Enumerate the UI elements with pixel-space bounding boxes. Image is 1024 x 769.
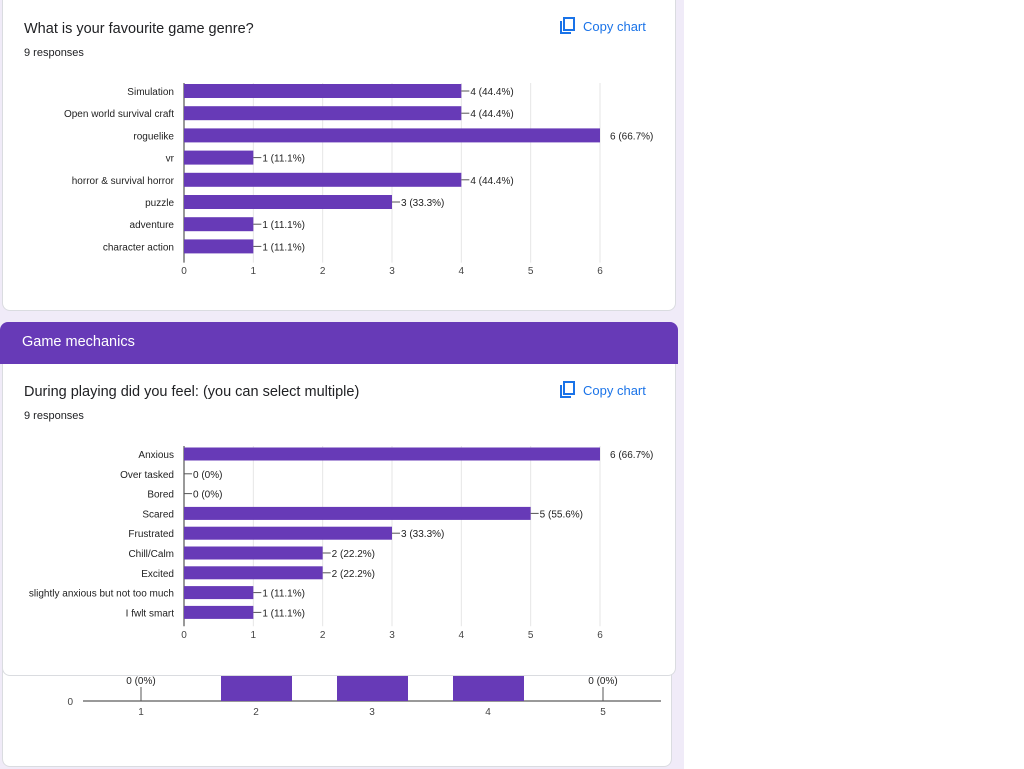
bar[interactable] — [184, 546, 323, 560]
data-label: 2 (22.2%) — [332, 569, 375, 580]
category-label: Simulation — [127, 87, 174, 98]
x-tick-label: 2 — [253, 707, 259, 718]
data-label: 0 (0%) — [588, 676, 617, 687]
category-label: Anxious — [138, 450, 174, 461]
category-label: Over tasked — [120, 470, 174, 481]
copy-chart-label: Copy chart — [583, 382, 646, 398]
x-tick-label: 4 — [459, 266, 465, 277]
x-tick-label: 3 — [389, 630, 395, 641]
bar[interactable] — [184, 150, 254, 165]
x-tick-label: 1 — [138, 707, 144, 718]
x-tick-label: 1 — [251, 266, 257, 277]
category-label: roguelike — [133, 131, 174, 142]
category-label: Open world survival craft — [64, 109, 174, 120]
category-label: Chill/Calm — [128, 549, 174, 560]
section-header: Game mechanics — [0, 322, 678, 364]
genre-bar-chart: 0 1 2 3 4 5 6 Simulation 4 (44.4%) Open world sur… — [64, 83, 653, 277]
data-label: 1 (11.1%) — [262, 242, 305, 253]
x-tick-label: 0 — [181, 266, 187, 277]
question-card-genre: What is your favourite game genre? 9 res… — [2, 0, 676, 311]
x-tick-label: 5 — [528, 630, 534, 641]
category-label: Excited — [141, 569, 174, 580]
data-label: 2 (22.2%) — [332, 549, 375, 560]
data-label: 0 (0%) — [193, 470, 222, 481]
bar[interactable] — [184, 84, 462, 98]
data-label: 1 (11.1%) — [262, 220, 305, 231]
bar[interactable] — [184, 605, 254, 619]
x-tick-label: 2 — [320, 266, 326, 277]
data-label: 0 (0%) — [126, 676, 155, 687]
copy-chart-label: Copy chart — [583, 18, 646, 34]
x-tick-label: 1 — [251, 630, 257, 641]
category-label: character action — [103, 242, 174, 253]
data-label: 6 (66.7%) — [610, 131, 653, 142]
category-label: puzzle — [145, 198, 174, 209]
x-tick-label: 6 — [597, 630, 603, 641]
bar[interactable] — [184, 526, 392, 540]
category-label: vr — [166, 154, 175, 165]
data-label: 5 (55.6%) — [540, 509, 583, 520]
x-tick-label: 2 — [320, 630, 326, 641]
x-tick-label: 0 — [181, 630, 187, 641]
bar[interactable] — [184, 586, 254, 600]
copy-chart-button[interactable]: Copy chart — [559, 381, 646, 399]
bar[interactable] — [184, 217, 254, 232]
x-tick-label: 5 — [528, 266, 534, 277]
category-label: I fwlt smart — [126, 608, 175, 619]
bar[interactable] — [184, 566, 323, 580]
category-label: Bored — [147, 490, 174, 501]
bar[interactable] — [184, 128, 600, 143]
copy-icon — [560, 381, 575, 398]
section-title: Game mechanics — [22, 334, 135, 350]
bar[interactable] — [184, 506, 531, 520]
question-title: What is your favourite game genre? — [24, 21, 254, 37]
question-card-feelings: During playing did you feel: (you can se… — [2, 340, 676, 676]
bar[interactable] — [184, 239, 254, 254]
x-tick-label: 3 — [369, 707, 375, 718]
data-label: 1 (11.1%) — [262, 589, 305, 600]
copy-icon — [560, 17, 575, 34]
x-tick-label: 6 — [597, 266, 603, 277]
response-count: 9 responses — [24, 47, 84, 59]
category-label: horror & survival horror — [72, 176, 175, 187]
data-label: 4 (44.4%) — [470, 87, 513, 98]
bar[interactable] — [184, 195, 392, 209]
data-label: 4 (44.4%) — [470, 176, 513, 187]
category-label: slightly anxious but not too much — [29, 589, 174, 600]
question-title: During playing did you feel: (you can se… — [24, 384, 360, 400]
feelings-bar-chart: 0 1 2 3 4 5 6 Anxious 6 (66.7%) Over tasked 0 (0%)… — [29, 446, 653, 641]
copy-chart-button[interactable]: Copy chart — [559, 17, 646, 35]
data-label: 1 (11.1%) — [262, 154, 305, 165]
bar[interactable] — [184, 106, 462, 121]
x-tick-label: 4 — [459, 630, 465, 641]
data-label: 1 (11.1%) — [262, 608, 305, 619]
category-label: Frustrated — [128, 529, 174, 540]
data-label: 6 (66.7%) — [610, 450, 653, 461]
x-tick-label: 5 — [600, 707, 606, 718]
data-label: 0 (0%) — [193, 490, 222, 501]
x-tick-label: 4 — [485, 707, 491, 718]
data-label: 4 (44.4%) — [470, 109, 513, 120]
category-label: Scared — [142, 509, 174, 520]
bar[interactable] — [184, 447, 600, 461]
response-count: 9 responses — [24, 410, 84, 422]
data-label: 3 (33.3%) — [401, 529, 444, 540]
y-tick-label: 0 — [67, 697, 73, 708]
x-tick-label: 3 — [389, 266, 395, 277]
bar[interactable] — [184, 172, 462, 187]
category-label: adventure — [130, 220, 175, 231]
data-label: 3 (33.3%) — [401, 198, 444, 209]
